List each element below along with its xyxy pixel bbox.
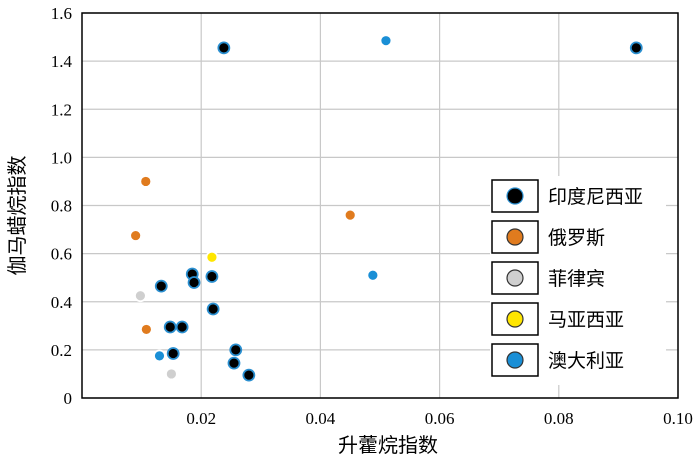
x-tick-label: 0.06 bbox=[425, 409, 455, 428]
legend-label: 菲律宾 bbox=[548, 268, 605, 290]
data-point bbox=[227, 356, 241, 370]
data-point bbox=[154, 279, 168, 293]
data-point bbox=[379, 34, 393, 48]
legend-label: 澳大利亚 bbox=[548, 350, 624, 372]
data-point bbox=[366, 268, 380, 282]
x-tick-label: 0.10 bbox=[663, 409, 693, 428]
data-point bbox=[139, 175, 153, 188]
legend-marker bbox=[506, 228, 524, 246]
data-point bbox=[139, 323, 153, 336]
data-point bbox=[229, 343, 243, 357]
data-point bbox=[205, 270, 219, 283]
data-point bbox=[175, 320, 189, 334]
data-point bbox=[206, 302, 220, 316]
y-tick-label: 1.6 bbox=[51, 4, 72, 23]
x-tick-label: 0.08 bbox=[544, 409, 574, 428]
data-point bbox=[129, 229, 143, 242]
legend-marker bbox=[506, 187, 524, 205]
data-point bbox=[163, 320, 177, 334]
data-point bbox=[242, 368, 256, 382]
y-tick-label: 1.2 bbox=[51, 100, 72, 119]
data-point bbox=[153, 349, 166, 363]
x-axis-ticks: 0.02 0.04 0.06 0.08 0.10 bbox=[186, 409, 693, 428]
legend-swatch-box bbox=[491, 302, 539, 336]
data-point bbox=[629, 41, 643, 55]
y-axis-label: 伽马蜡烷指数 bbox=[5, 156, 29, 276]
y-tick-label: 0.2 bbox=[51, 341, 72, 360]
data-point bbox=[187, 276, 201, 289]
x-axis-label: 升藿烷指数 bbox=[338, 433, 438, 457]
x-tick-label: 0.02 bbox=[186, 409, 216, 428]
x-tick-label: 0.04 bbox=[306, 409, 336, 428]
legend-marker bbox=[506, 269, 524, 287]
data-point bbox=[134, 289, 147, 303]
y-tick-label: 1.0 bbox=[51, 148, 72, 167]
data-points bbox=[129, 34, 643, 382]
y-tick-label: 0.8 bbox=[51, 197, 72, 216]
y-axis-ticks: 0 0.2 0.4 0.6 0.8 1.0 1.2 1.4 1.6 bbox=[51, 4, 73, 408]
y-tick-label: 0.4 bbox=[51, 293, 73, 312]
plot-area-frame bbox=[81, 12, 679, 399]
legend-marker bbox=[506, 310, 524, 328]
legend-label: 俄罗斯 bbox=[548, 227, 605, 249]
y-tick-label: 0.6 bbox=[51, 245, 72, 264]
data-point bbox=[343, 208, 357, 222]
data-point bbox=[164, 367, 178, 381]
data-point bbox=[205, 250, 219, 264]
y-tick-label: 1.4 bbox=[51, 52, 73, 71]
legend-label: 印度尼西亚 bbox=[548, 186, 643, 208]
y-tick-label: 0 bbox=[64, 389, 73, 408]
legend-marker bbox=[506, 351, 524, 369]
data-point bbox=[166, 347, 180, 360]
legend-label: 马亚西亚 bbox=[548, 309, 624, 331]
data-point bbox=[217, 41, 231, 55]
